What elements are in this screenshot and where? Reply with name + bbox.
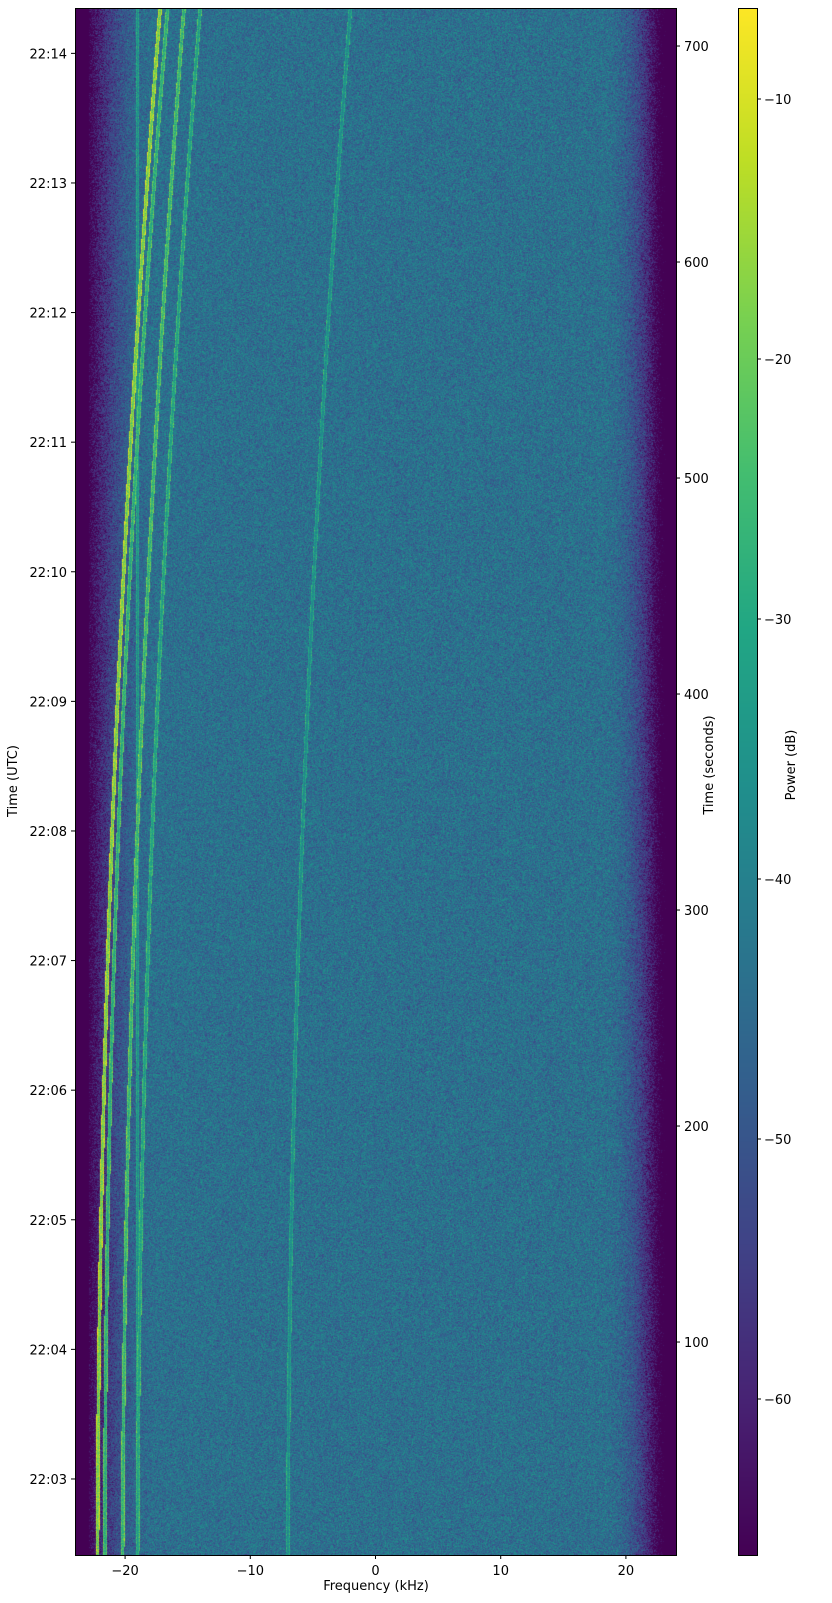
right-tick-label: 500: [684, 472, 709, 487]
colorbar-tick-label: −40: [764, 873, 791, 888]
colorbar-ticks: −10 −20 −30 −40 −50 −60: [757, 93, 791, 1408]
right-tick-label: 700: [684, 40, 709, 55]
colorbar-label: Power (dB): [784, 730, 799, 801]
left-tick-label: 22:09: [30, 695, 67, 710]
left-tick-label: 22:04: [30, 1343, 67, 1358]
x-tick-label: 10: [492, 1564, 509, 1579]
right-axis-ticks: 100 200 300 400 500 600 700: [676, 40, 709, 1351]
plot-frame: [75, 8, 677, 1556]
colorbar-frame: [738, 8, 758, 1556]
left-axis-ticks: 22:03 22:04 22:05 22:06 22:07 22:08 22:09 22:10…: [30, 47, 75, 1488]
colorbar-tick-label: −20: [764, 353, 791, 368]
colorbar: [738, 8, 757, 1555]
colorbar-tick-label: −30: [764, 613, 791, 628]
left-tick-label: 22:08: [30, 825, 67, 840]
x-axis-ticks: −20 −10 0 10 20: [111, 1555, 634, 1579]
x-tick-label: −20: [111, 1564, 138, 1579]
right-tick-label: 400: [684, 688, 709, 703]
right-axis-label: Time (seconds): [702, 715, 717, 815]
x-axis-label: Frequency (kHz): [323, 1579, 429, 1594]
colorbar-tick-label: −10: [764, 93, 791, 108]
left-tick-label: 22:05: [30, 1214, 67, 1229]
x-tick-label: 0: [371, 1564, 379, 1579]
left-tick-label: 22:03: [30, 1473, 67, 1488]
left-tick-label: 22:14: [30, 47, 67, 62]
left-tick-label: 22:12: [30, 307, 67, 322]
left-tick-label: 22:06: [30, 1084, 67, 1099]
right-tick-label: 100: [684, 1336, 709, 1351]
right-tick-label: 300: [684, 904, 709, 919]
colorbar-tick-label: −50: [764, 1133, 791, 1148]
left-tick-label: 22:07: [30, 955, 67, 970]
x-tick-label: 20: [618, 1564, 635, 1579]
x-tick-label: −10: [237, 1564, 264, 1579]
colorbar-tick-label: −60: [764, 1393, 791, 1408]
left-tick-label: 22:11: [30, 436, 67, 451]
left-tick-label: 22:13: [30, 177, 67, 192]
right-tick-label: 600: [684, 256, 709, 271]
spectrogram-heatmap: [75, 8, 676, 1555]
left-tick-label: 22:10: [30, 566, 67, 581]
left-axis-label: Time (UTC): [6, 745, 21, 818]
right-tick-label: 200: [684, 1120, 709, 1135]
